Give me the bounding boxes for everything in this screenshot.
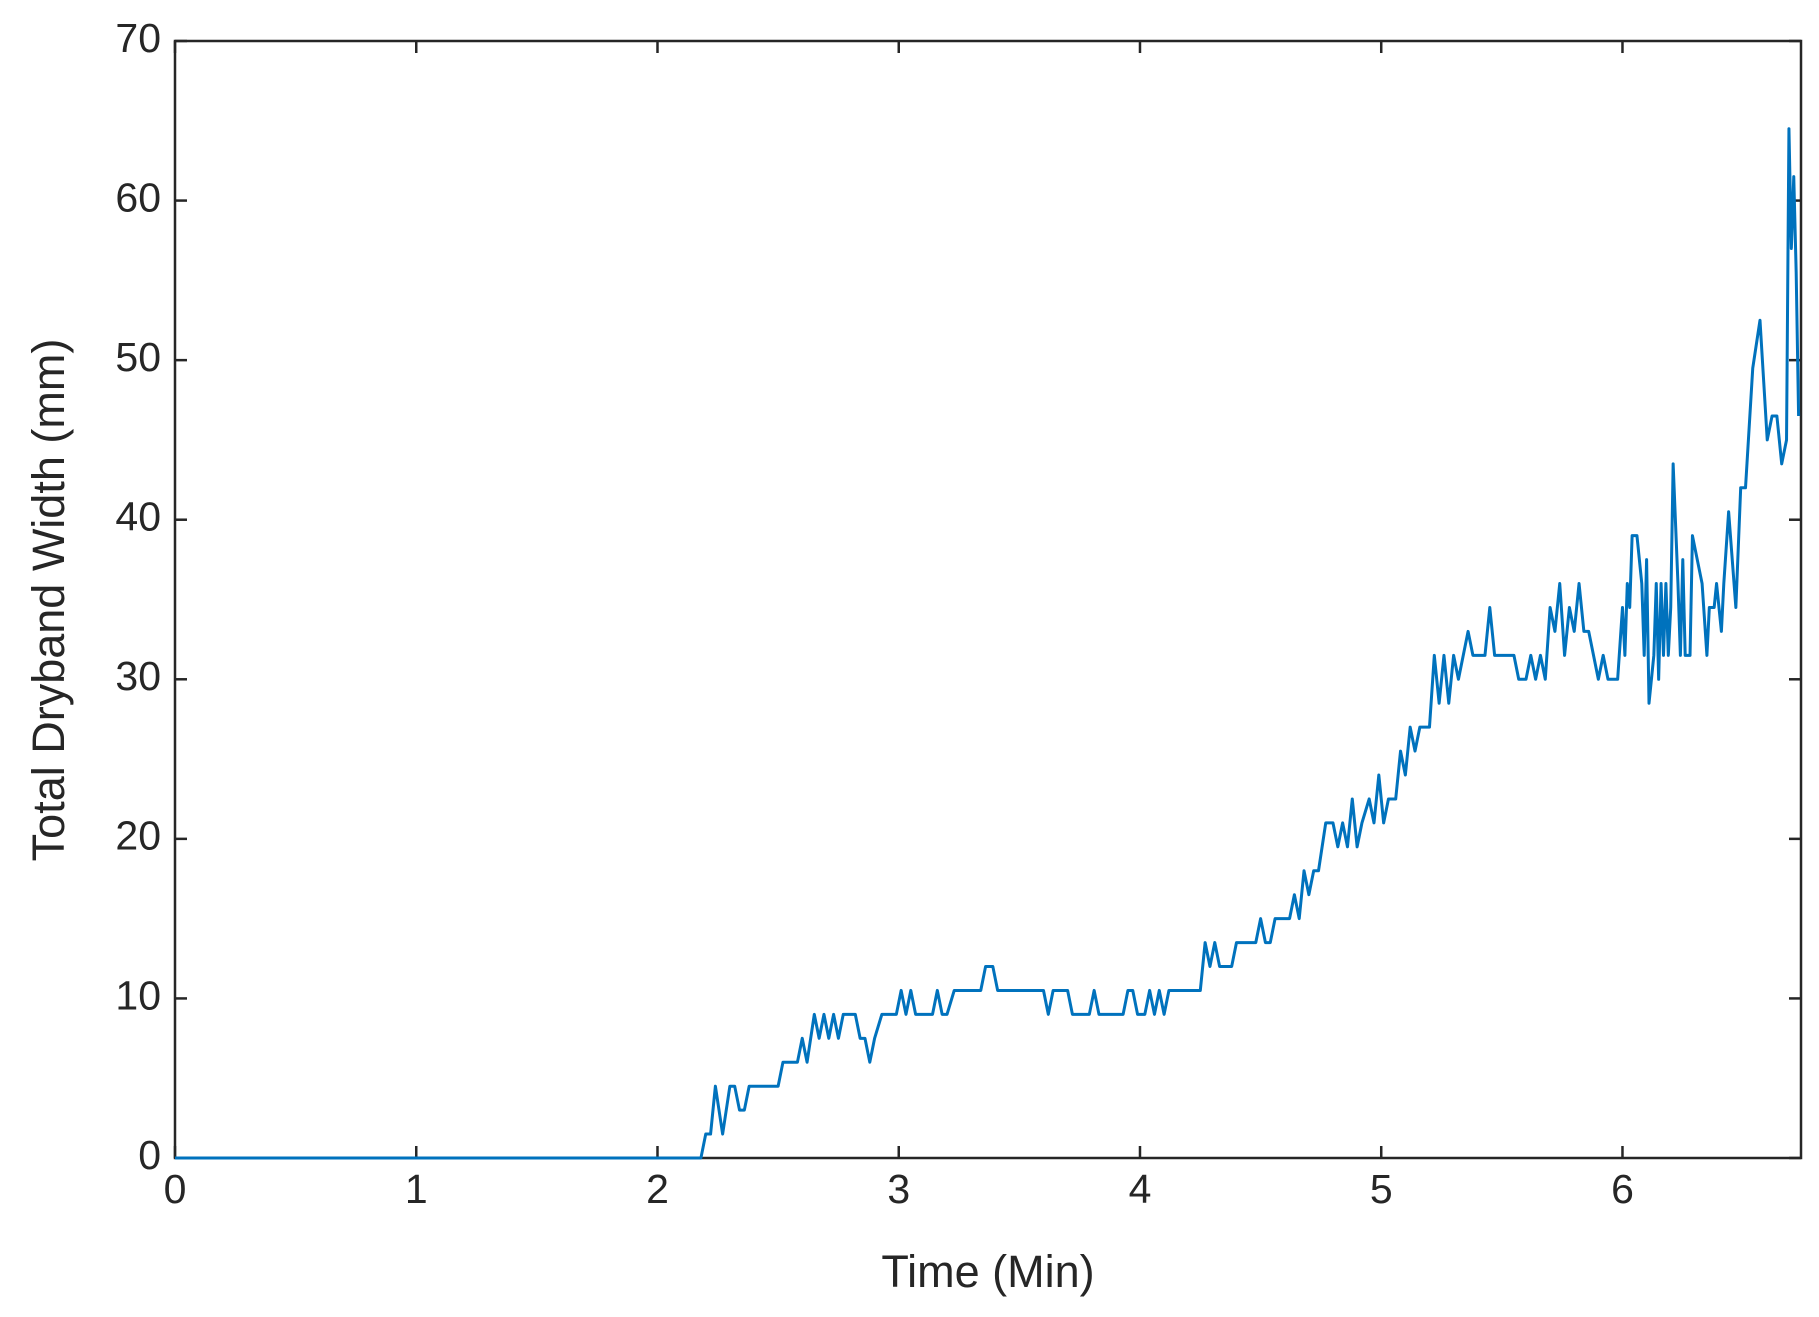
y-axis-label: Total Dryband Width (mm) bbox=[23, 339, 74, 862]
y-tick-label: 0 bbox=[138, 1132, 161, 1178]
x-tick-label: 2 bbox=[646, 1166, 669, 1212]
y-tick-label: 60 bbox=[115, 174, 161, 220]
x-tick-label: 4 bbox=[1129, 1166, 1152, 1212]
y-tick-label: 20 bbox=[115, 813, 161, 859]
y-tick-label: 10 bbox=[115, 972, 161, 1018]
x-tick-label: 1 bbox=[405, 1166, 428, 1212]
x-tick-label: 0 bbox=[164, 1166, 187, 1212]
x-tick-label: 3 bbox=[887, 1166, 910, 1212]
data-line bbox=[175, 127, 1801, 1160]
x-axis-label: Time (Min) bbox=[881, 1246, 1094, 1297]
y-tick-label: 50 bbox=[115, 334, 161, 380]
y-tick-label: 40 bbox=[115, 494, 161, 540]
plot-frame bbox=[173, 39, 1803, 1160]
y-tick-label: 70 bbox=[115, 15, 161, 61]
x-tick-label: 5 bbox=[1370, 1166, 1393, 1212]
x-tick-label: 6 bbox=[1611, 1166, 1634, 1212]
y-tick-label: 30 bbox=[115, 653, 161, 699]
